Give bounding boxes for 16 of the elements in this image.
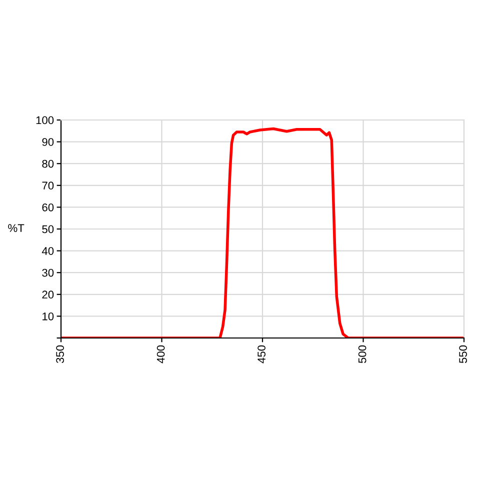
y-tick-label: 30 [42, 268, 54, 277]
y-axis-title: %T [8, 224, 24, 232]
x-tick-label: 350 [56, 345, 64, 364]
y-tick-label: 50 [42, 225, 54, 234]
x-tick-label: 500 [358, 345, 366, 364]
x-tick-label: 450 [258, 345, 266, 364]
y-tick-label: 90 [42, 138, 54, 146]
y-tick-label: 40 [42, 247, 54, 255]
y-tick-label: 10 [42, 312, 54, 320]
x-tick-label: 400 [156, 345, 165, 364]
x-tick-label: 550 [459, 345, 467, 364]
y-tick-label: 20 [42, 290, 54, 299]
y-tick-label: 70 [42, 182, 54, 190]
y-tick-label: 100 [36, 116, 54, 124]
y-tick-label: 80 [42, 160, 54, 168]
y-tick-label: 60 [42, 203, 54, 212]
